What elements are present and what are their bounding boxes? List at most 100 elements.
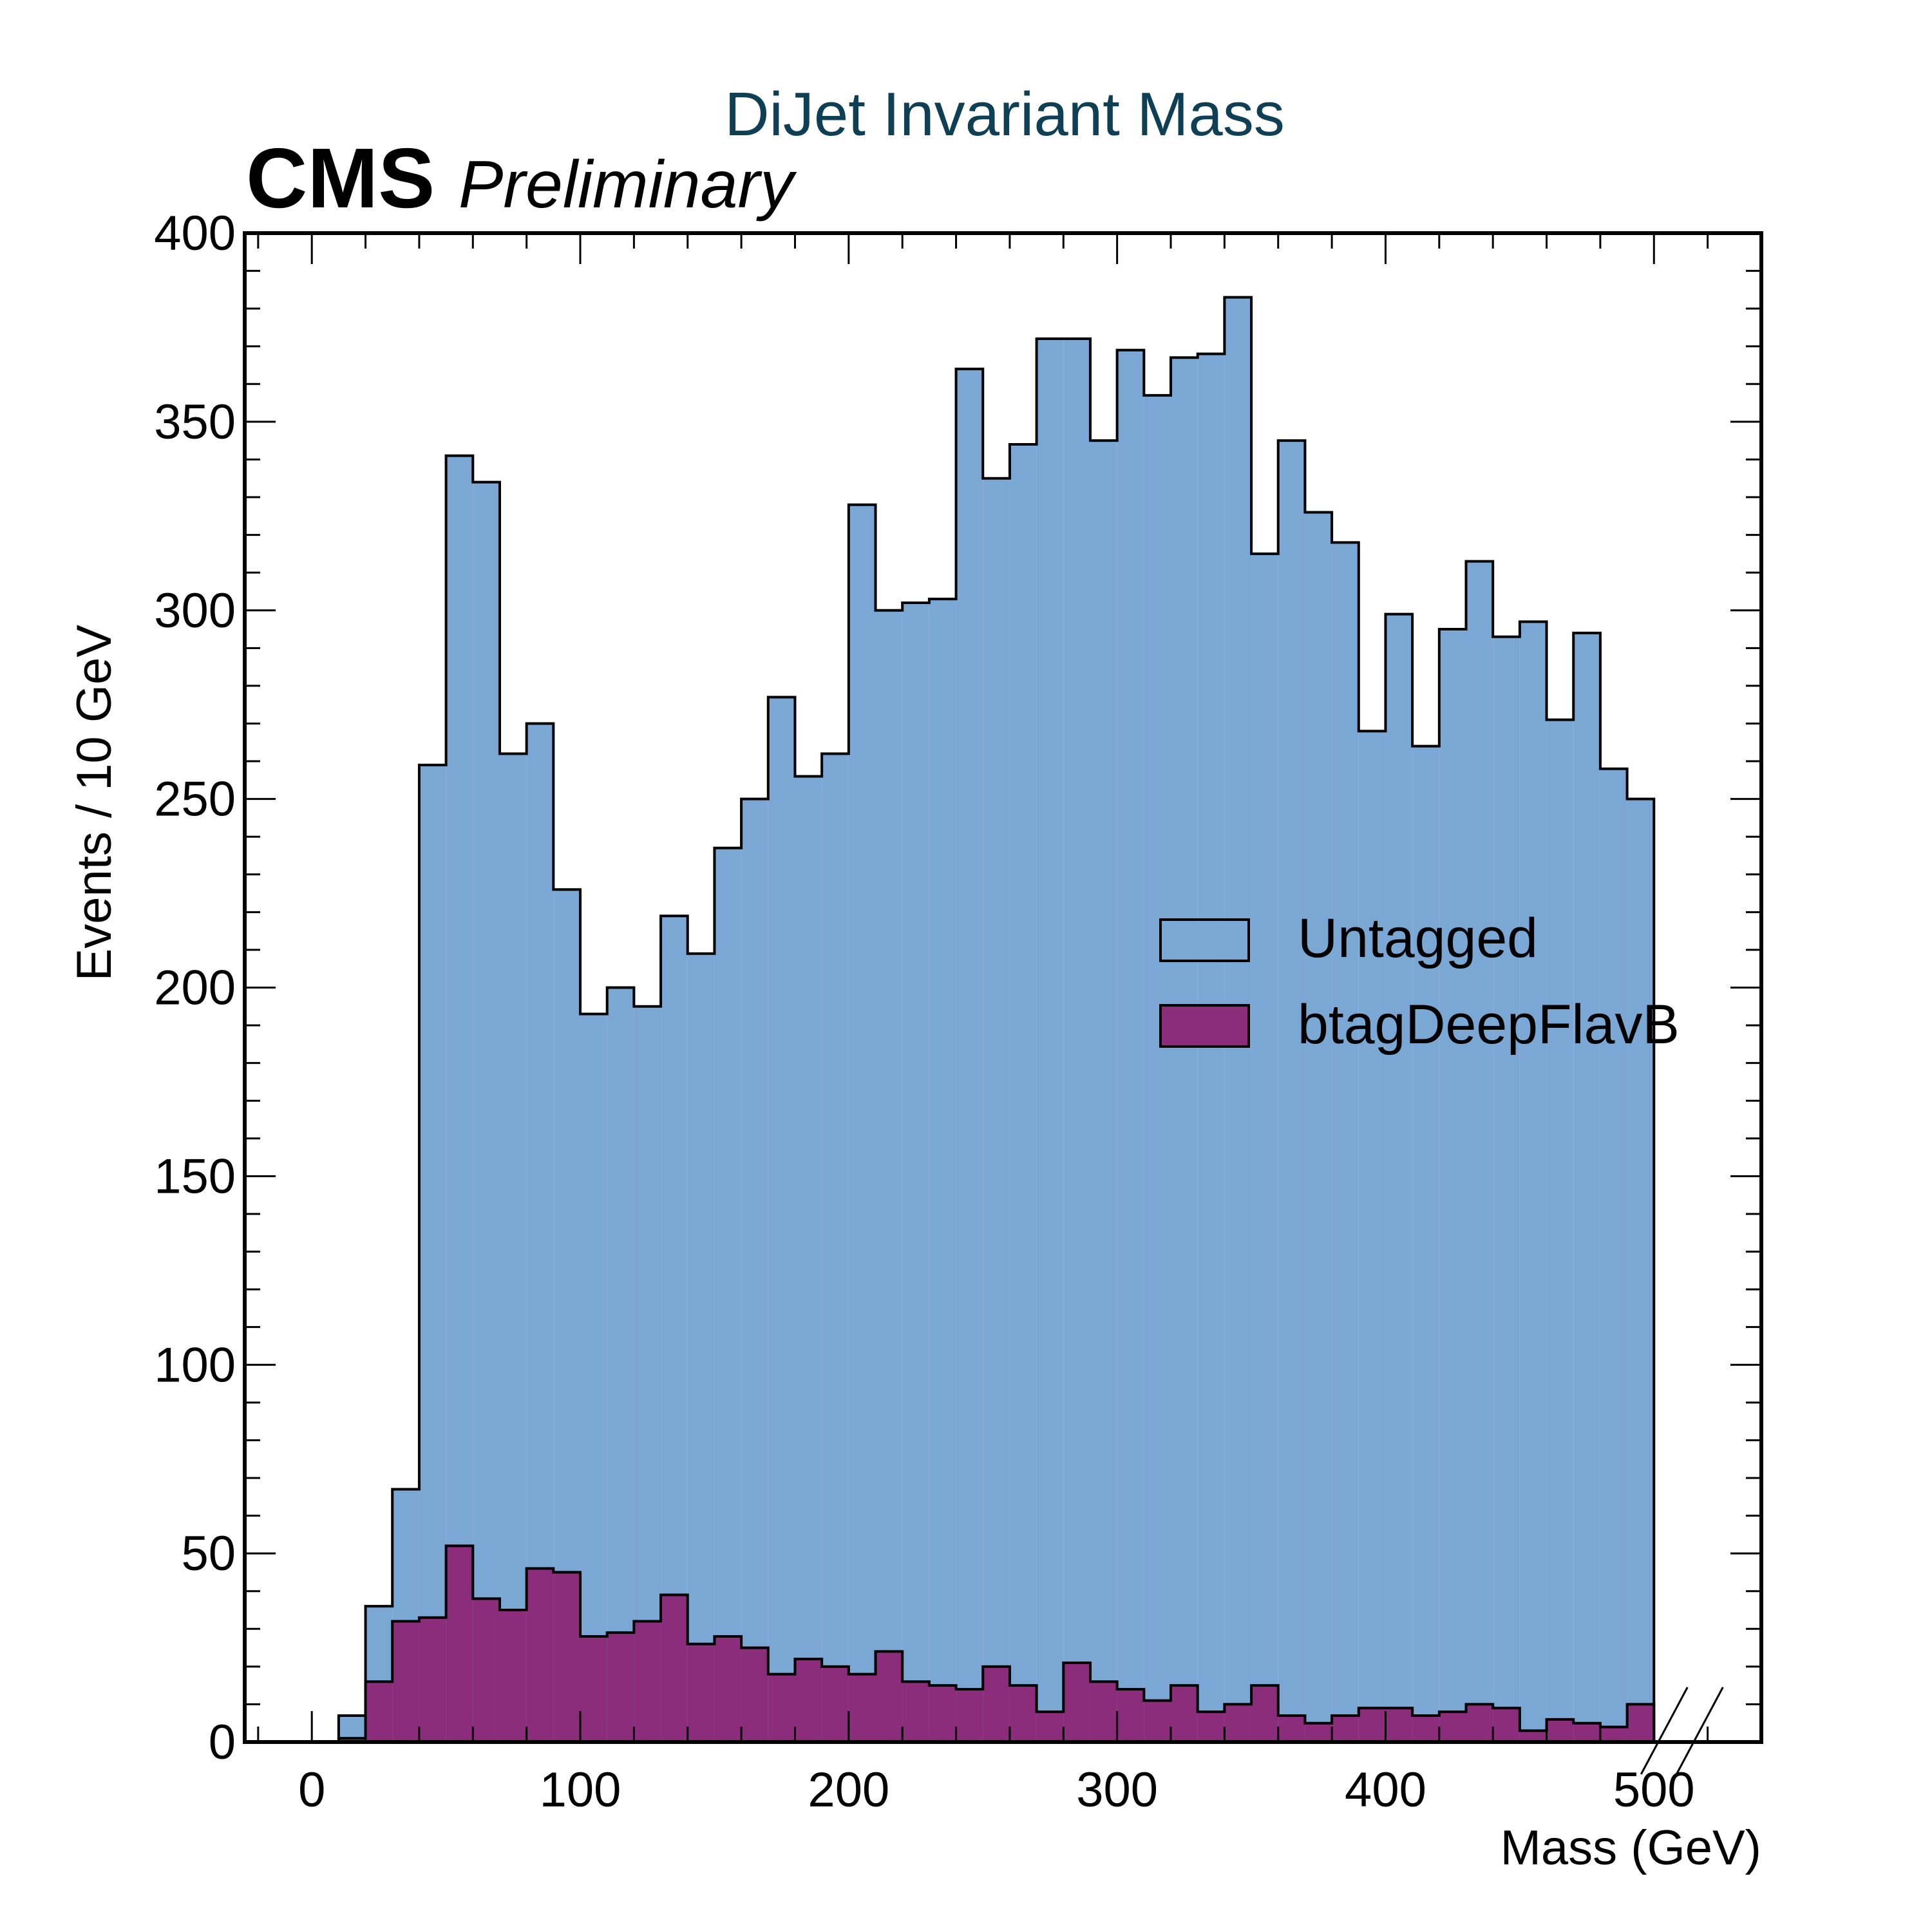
bar <box>795 776 822 1742</box>
bar <box>822 753 849 1742</box>
series-btag <box>312 1544 1656 1743</box>
bar <box>1385 614 1413 1743</box>
bar <box>848 1674 876 1742</box>
bar <box>1332 542 1359 1743</box>
bar <box>473 482 500 1742</box>
bar <box>1358 731 1386 1742</box>
bar <box>446 455 473 1742</box>
bar <box>902 603 929 1743</box>
bar <box>634 1006 661 1742</box>
bar <box>1036 339 1064 1742</box>
y-tick-label: 350 <box>154 395 236 450</box>
bar <box>607 987 634 1742</box>
bar <box>580 1636 607 1742</box>
x-tick-label: 300 <box>1076 1763 1158 1817</box>
bar <box>1117 350 1144 1742</box>
bar <box>1385 1708 1413 1742</box>
overflow-slash <box>1640 1687 1689 1775</box>
bar <box>795 1659 822 1742</box>
bar <box>1546 1719 1574 1742</box>
bar <box>392 1621 419 1742</box>
legend: Untagged btagDeepFlavB <box>1159 907 1680 1056</box>
bar <box>1466 561 1493 1742</box>
bar <box>1466 1704 1493 1742</box>
bar <box>1278 1715 1305 1742</box>
bar <box>446 1546 473 1742</box>
bar <box>1519 1730 1547 1742</box>
y-tick-label: 100 <box>154 1338 236 1392</box>
bar <box>1600 1727 1627 1742</box>
bar <box>1573 632 1600 1742</box>
bar <box>1090 1681 1117 1742</box>
status-label: Preliminary <box>459 147 797 222</box>
y-tick-label: 200 <box>154 961 236 1016</box>
bar <box>902 1681 929 1742</box>
x-tick-label: 100 <box>540 1763 621 1817</box>
bar <box>714 848 742 1742</box>
bar <box>1063 339 1090 1742</box>
bar <box>1251 553 1278 1743</box>
bar <box>553 1572 581 1742</box>
bar <box>875 610 903 1742</box>
bar <box>1332 1715 1359 1742</box>
bar <box>1144 395 1171 1742</box>
bar <box>741 799 768 1742</box>
bar <box>741 1647 768 1742</box>
bar <box>1358 1708 1386 1742</box>
bar <box>1573 1723 1600 1742</box>
bar <box>1036 1712 1064 1742</box>
legend-swatch-btag <box>1159 1004 1250 1048</box>
bar <box>526 1568 554 1742</box>
series-outline <box>312 1544 1656 1743</box>
bar <box>1439 1712 1466 1742</box>
bar <box>848 504 876 1742</box>
bar <box>1063 1662 1090 1742</box>
legend-label-btag: btagDeepFlavB <box>1298 994 1680 1056</box>
series-outline <box>312 296 1656 1743</box>
bar <box>929 599 956 1742</box>
bar <box>1224 1704 1252 1742</box>
bar <box>1197 1712 1225 1742</box>
bar <box>419 1617 446 1742</box>
x-tick-label: 400 <box>1345 1763 1426 1817</box>
bar <box>473 1598 500 1742</box>
bar <box>1627 1704 1654 1742</box>
bar <box>714 1636 742 1742</box>
bar <box>1009 1685 1037 1742</box>
bar <box>419 764 446 1742</box>
bar <box>768 1674 795 1742</box>
x-tick-label: 200 <box>808 1763 889 1817</box>
bar <box>580 1014 607 1742</box>
x-axis: 0 100 200 300 400 500 <box>257 233 1763 1817</box>
bar <box>1493 636 1520 1743</box>
bar <box>1600 768 1627 1742</box>
bar <box>1197 354 1225 1743</box>
x-axis-label: Mass (GeV) <box>1501 1821 1761 1875</box>
bar <box>661 1595 688 1742</box>
bar <box>1412 1715 1439 1742</box>
bar <box>875 1651 903 1742</box>
bar <box>365 1681 393 1742</box>
bar <box>1305 512 1332 1742</box>
plot-area <box>243 231 1763 1775</box>
y-axis-label: Events / 10 GeV <box>67 625 122 981</box>
bar <box>1305 1723 1332 1742</box>
bar <box>956 1689 983 1742</box>
legend-swatch-untagged <box>1159 918 1250 962</box>
bar <box>983 478 1010 1742</box>
overflow-slash <box>1675 1687 1724 1775</box>
bar <box>1090 440 1117 1742</box>
bar <box>1519 621 1547 1742</box>
bar <box>1627 799 1654 1742</box>
bar <box>1171 357 1198 1743</box>
y-tick-label: 50 <box>181 1526 236 1581</box>
bar <box>1251 1685 1278 1742</box>
y-axis: 0 50 100 150 200 250 300 350 400 <box>154 206 1761 1770</box>
bar <box>499 753 527 1742</box>
bar <box>983 1666 1010 1742</box>
bar <box>1171 1685 1198 1742</box>
y-tick-label: 300 <box>154 583 236 638</box>
bar <box>1009 444 1037 1742</box>
bar <box>768 697 795 1742</box>
